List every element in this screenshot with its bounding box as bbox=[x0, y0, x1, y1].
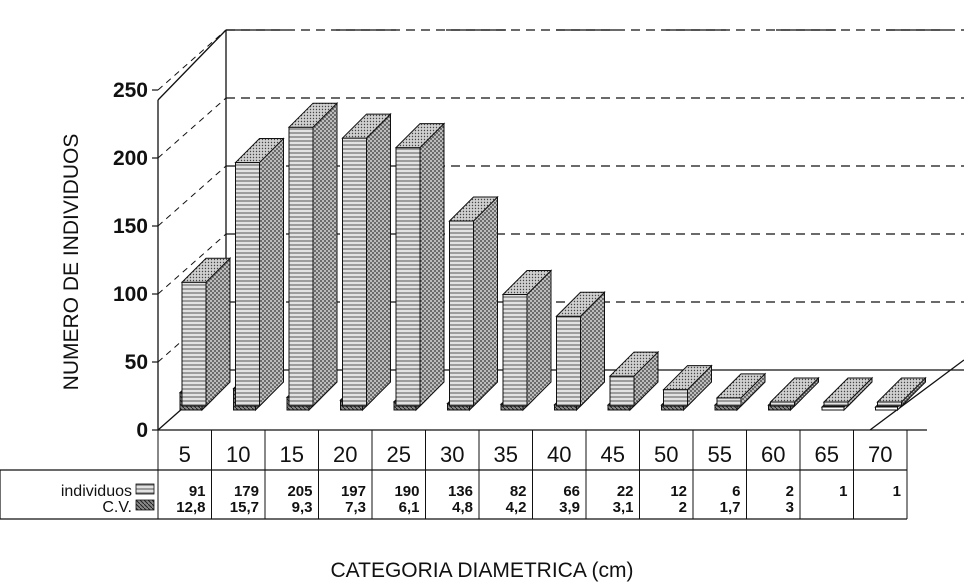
gridline-diagonal bbox=[157, 233, 227, 295]
table-cell: 7,3 bbox=[345, 499, 366, 516]
individuos-bar bbox=[341, 112, 392, 408]
y-tick-label: 250 bbox=[113, 79, 148, 102]
x-tick-label: 15 bbox=[280, 442, 304, 467]
table-cell: 6 bbox=[732, 483, 740, 500]
table-cell: 1 bbox=[839, 483, 847, 500]
x-tick-label: 25 bbox=[387, 442, 411, 467]
individuos-bar bbox=[180, 257, 232, 408]
individuos-bar bbox=[448, 195, 499, 408]
table-cell: 3 bbox=[786, 499, 794, 516]
individuos-bar bbox=[822, 376, 874, 408]
individuos-bar bbox=[234, 137, 285, 408]
table-cell: 3,1 bbox=[613, 499, 634, 516]
individuos-bar bbox=[876, 376, 927, 408]
table-cell: 4,8 bbox=[452, 499, 473, 516]
table-cell: 1 bbox=[893, 483, 901, 500]
table-cell: 2 bbox=[679, 499, 687, 516]
y-tick-label: 0 bbox=[136, 419, 148, 442]
y-axis-title: NUMERO DE INDIVIDUOS bbox=[60, 134, 83, 391]
x-tick-label: 65 bbox=[815, 442, 839, 467]
individuos-bar bbox=[501, 269, 553, 408]
table-cell: 12 bbox=[670, 483, 687, 500]
x-tick-label: 10 bbox=[226, 442, 250, 467]
gridline-diagonal bbox=[157, 165, 227, 227]
legend-swatch bbox=[135, 499, 155, 511]
table-cell: 1,7 bbox=[720, 499, 741, 516]
individuos-bar bbox=[394, 122, 446, 408]
table-cell: 197 bbox=[341, 483, 366, 500]
floor-right-edge bbox=[869, 359, 964, 431]
individuos-bar bbox=[662, 364, 713, 408]
x-tick-label: 35 bbox=[494, 442, 518, 467]
table-cell: 66 bbox=[563, 483, 580, 500]
individuos-bars bbox=[180, 101, 927, 408]
table-cell: 9,3 bbox=[292, 499, 313, 516]
table-cell: 15,7 bbox=[230, 499, 259, 516]
x-tick-label: 70 bbox=[868, 442, 892, 467]
individuos-bar bbox=[608, 350, 660, 408]
table-cell: 2 bbox=[786, 483, 794, 500]
y-tick-label: 100 bbox=[113, 283, 148, 306]
x-tick-label: 30 bbox=[440, 442, 464, 467]
x-tick-label: 40 bbox=[547, 442, 571, 467]
x-tick-label: 20 bbox=[333, 442, 357, 467]
x-tick-label: 45 bbox=[601, 442, 625, 467]
table-row-label: C.V. bbox=[102, 499, 132, 516]
left-wall-top-edge bbox=[157, 29, 227, 101]
table-cell: 12,8 bbox=[176, 499, 205, 516]
table-cell: 3,9 bbox=[559, 499, 580, 516]
individuos-bar bbox=[287, 101, 339, 408]
x-axis-title: CATEGORIA DIAMETRICA (cm) bbox=[331, 559, 634, 582]
table-cell: 6,1 bbox=[399, 499, 420, 516]
gridline-diagonal bbox=[157, 29, 227, 91]
legend-swatch bbox=[135, 483, 155, 495]
table-cell: 190 bbox=[394, 483, 419, 500]
x-tick-label: 5 bbox=[179, 442, 191, 467]
individuos-bar bbox=[769, 376, 820, 408]
x-tick-label: 55 bbox=[708, 442, 732, 467]
table-cell: 4,2 bbox=[506, 499, 527, 516]
individuos-bar bbox=[715, 372, 767, 408]
table-cell: 82 bbox=[510, 483, 527, 500]
table-cell: 22 bbox=[617, 483, 634, 500]
table-cell: 91 bbox=[189, 483, 206, 500]
y-tick-label: 50 bbox=[125, 351, 148, 374]
gridlines bbox=[157, 29, 964, 363]
x-tick-label: 50 bbox=[654, 442, 678, 467]
individuos-bar bbox=[555, 291, 606, 408]
gridline-diagonal bbox=[157, 97, 227, 159]
table-cell: 179 bbox=[234, 483, 259, 500]
table-cell: 136 bbox=[448, 483, 473, 500]
table-row-label: individuos bbox=[61, 483, 132, 500]
table-cell: 205 bbox=[287, 483, 312, 500]
y-tick-label: 200 bbox=[113, 147, 148, 170]
x-tick-label: 60 bbox=[761, 442, 785, 467]
y-tick-label: 150 bbox=[113, 215, 148, 238]
y-axis-ticks: 0 50 100 150 200 250 bbox=[113, 79, 158, 442]
